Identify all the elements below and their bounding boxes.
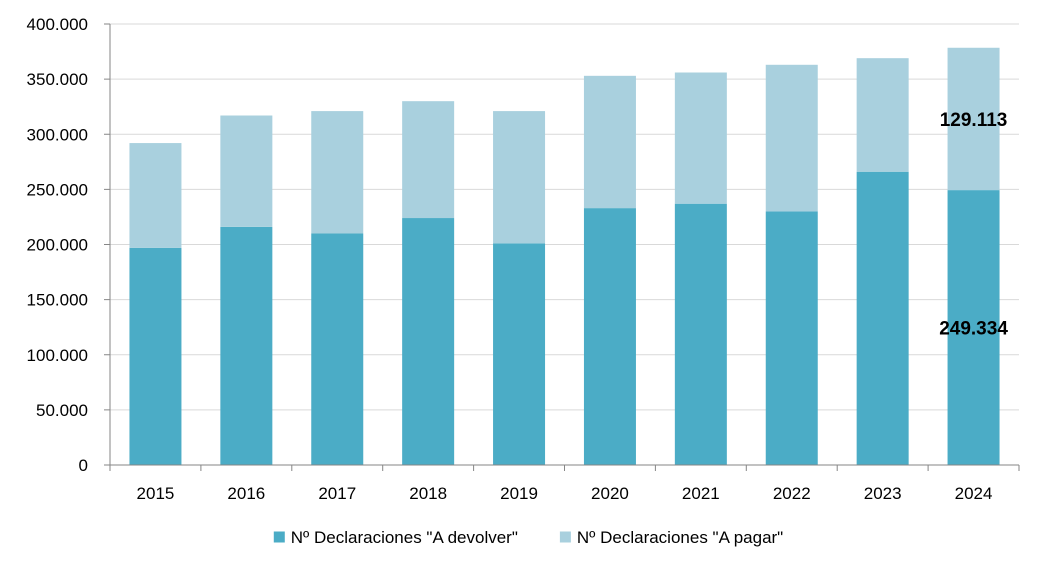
bar-2021-series-1 [674, 203, 727, 465]
bar-2015-series-1 [129, 247, 182, 465]
x-tick-label: 2024 [955, 484, 993, 503]
x-tick-label: 2019 [500, 484, 538, 503]
x-tick-label: 2021 [682, 484, 720, 503]
bar-2020-series-1 [583, 208, 636, 465]
y-tick-label: 200.000 [27, 236, 88, 255]
y-tick-label: 150.000 [27, 291, 88, 310]
y-tick-label: 0 [79, 456, 88, 475]
x-tick-label: 2022 [773, 484, 811, 503]
legend-swatch-series-2 [559, 531, 571, 543]
legend-label-series-1: Nº Declaraciones "A devolver" [291, 528, 518, 547]
bar-2016-series-1 [220, 226, 273, 465]
legend-swatch-series-1 [273, 531, 285, 543]
y-tick-label: 350.000 [27, 70, 88, 89]
bar-2015-series-2 [129, 143, 182, 248]
x-tick-label: 2016 [227, 484, 265, 503]
x-tick-label: 2015 [137, 484, 175, 503]
y-tick-label: 250.000 [27, 180, 88, 199]
data-label-2024-series-2: 129.113 [940, 110, 1008, 131]
bar-2019-series-1 [493, 243, 546, 465]
y-tick-label: 400.000 [27, 15, 88, 34]
y-tick-label: 300.000 [27, 125, 88, 144]
bar-2023-series-1 [856, 171, 909, 466]
data-labels: 249.334 129.113 [939, 110, 1008, 340]
bar-2024-series-1 [947, 190, 1000, 466]
data-label-2024-series-1: 249.334 [939, 319, 1008, 340]
legend-label-series-2: Nº Declaraciones "A pagar" [577, 528, 783, 547]
bar-2016-series-2 [220, 115, 273, 227]
y-tick-label: 100.000 [27, 346, 88, 365]
bar-2018-series-1 [402, 218, 455, 465]
bar-2021-series-2 [674, 72, 727, 204]
bar-2018-series-2 [402, 101, 455, 219]
bar-2023-series-2 [856, 58, 909, 172]
bars [129, 47, 1000, 466]
bar-2017-series-2 [311, 111, 364, 234]
legend: Nº Declaraciones "A devolver" Nº Declarac… [273, 528, 783, 547]
x-tick-label: 2017 [318, 484, 356, 503]
bar-2024-series-2 [947, 47, 1000, 191]
bar-2022-series-2 [765, 64, 818, 212]
x-tick-label: 2020 [591, 484, 629, 503]
x-tick-label: 2023 [864, 484, 902, 503]
bar-2022-series-1 [765, 211, 818, 465]
x-tick-label: 2018 [409, 484, 447, 503]
axes: 0 50.000 100.000 150.000 200.000 250.000 300.0… [27, 15, 1020, 503]
bar-2019-series-2 [493, 111, 546, 244]
bar-2017-series-1 [311, 233, 364, 465]
bar-2020-series-2 [583, 75, 636, 209]
y-tick-label: 50.000 [36, 401, 88, 420]
